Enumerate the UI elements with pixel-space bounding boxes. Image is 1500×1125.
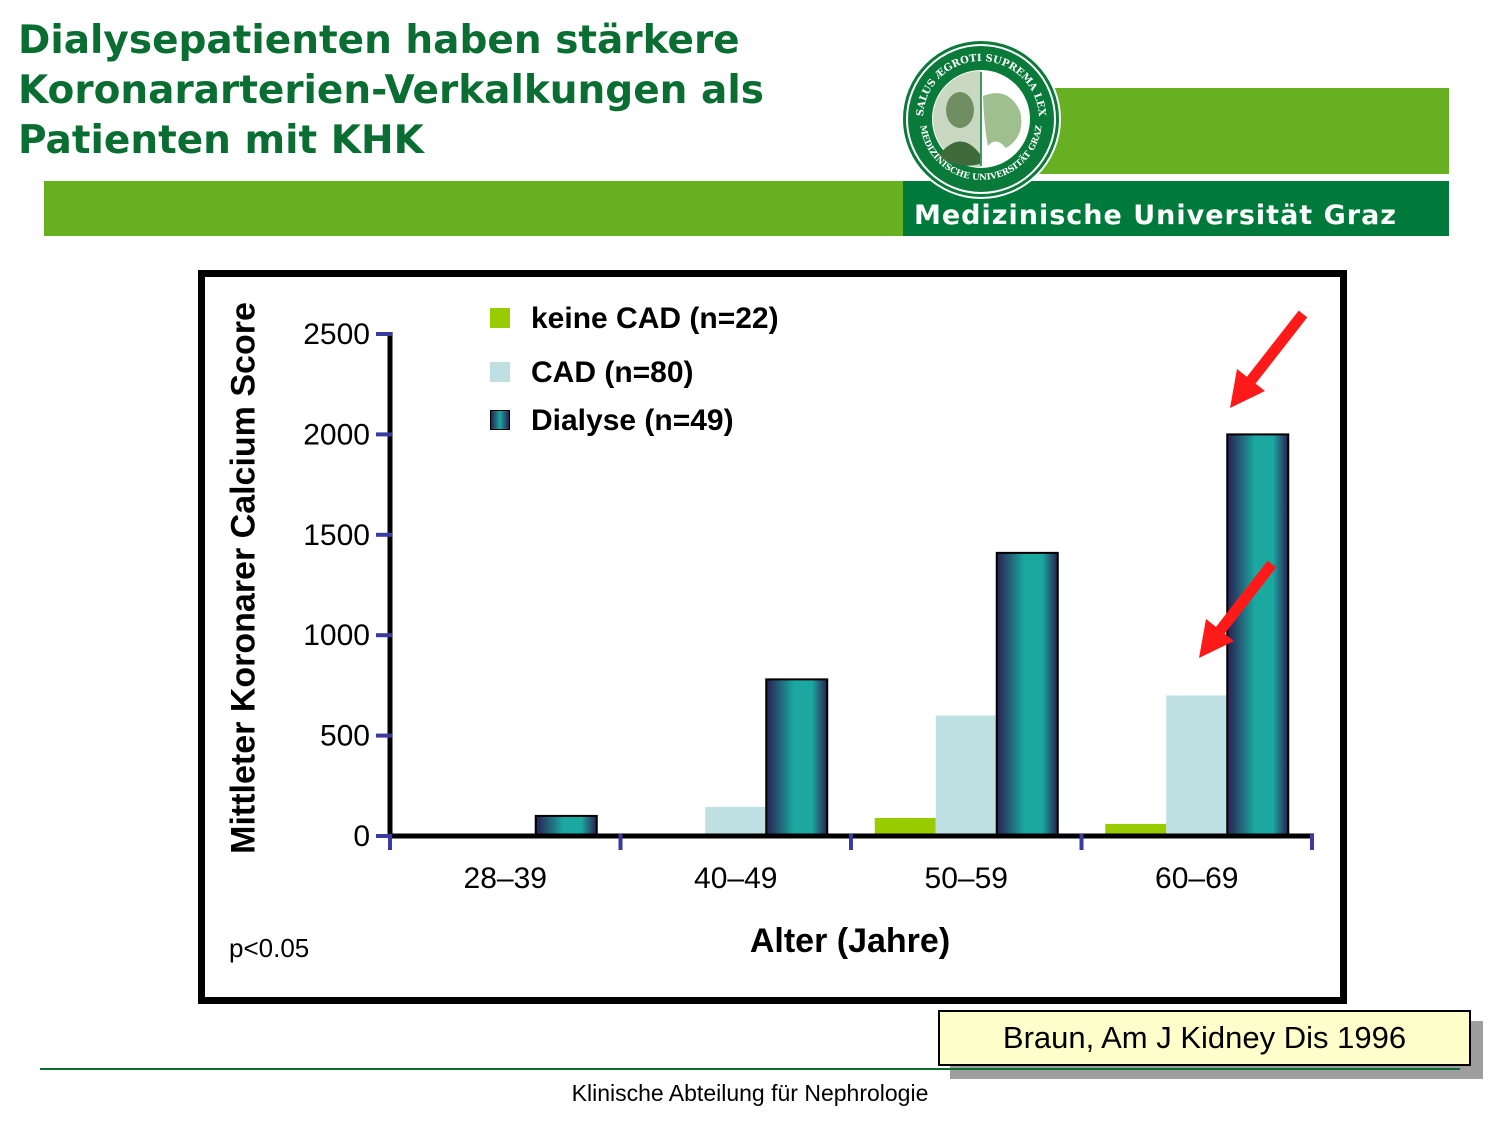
y-tick-label: 2000 [303, 418, 370, 451]
y-tick-label: 0 [353, 820, 370, 853]
bar-dialyse-1 [765, 678, 829, 837]
bar-dialyse-2 [995, 551, 1059, 837]
university-name: Medizinische Universität Graz [914, 200, 1398, 231]
bar-cad-1 [705, 806, 767, 836]
bars-group [534, 433, 1290, 837]
bar-chart: 0 500 1000 1500 2000 2500 28–39 40–49 50–59 60–6… [303, 310, 1314, 895]
arrow-dialyse-60-69 [1230, 310, 1308, 408]
bar-keine-cad-3 [1105, 823, 1167, 836]
x-tick-label: 40–49 [694, 862, 777, 895]
legend-label-keine-cad: keine CAD (n=22) [531, 302, 779, 335]
footer-divider [40, 1068, 1460, 1070]
legend-label-dialyse: Dialyse (n=49) [531, 404, 734, 437]
slide-title: Dialysepatienten haben stärkere Koronara… [18, 16, 878, 166]
title-line-1: Dialysepatienten haben stärkere [18, 18, 740, 63]
bar-cad-3 [1166, 695, 1228, 836]
footer-text: Klinische Abteilung für Nephrologie [571, 1080, 929, 1106]
bar-dialyse-0 [534, 814, 598, 837]
legend-swatch-keine-cad [490, 308, 510, 328]
reference-text: Braun, Am J Kidney Dis 1996 [1002, 1020, 1407, 1055]
x-axis-label: Alter (Jahre) [749, 922, 951, 960]
bar-cad-2 [935, 715, 997, 836]
reference-box: Braun, Am J Kidney Dis 1996 [938, 1010, 1471, 1066]
legend-label-cad: CAD (n=80) [531, 356, 694, 389]
bar-keine-cad-2 [874, 817, 936, 836]
bar-dialyse-3 [1226, 433, 1290, 837]
p-value-annotation: p<0.05 [229, 933, 310, 963]
arrow-cad-60-69 [1199, 560, 1277, 658]
legend-swatch-cad [490, 362, 510, 382]
x-tick-label: 60–69 [1155, 862, 1238, 895]
y-tick-label: 1500 [303, 519, 370, 552]
x-ticks-group: 28–39 40–49 50–59 60–69 [388, 834, 1314, 895]
x-tick-label: 28–39 [464, 862, 547, 895]
legend-swatch-dialyse [490, 410, 510, 430]
header-band-light [1020, 88, 1449, 174]
title-line-3: Patienten mit KHK [18, 118, 424, 163]
x-tick-label: 50–59 [925, 862, 1008, 895]
title-line-2: Koronararterien-Verkalkungen als [18, 68, 764, 113]
university-seal-logo: SALUS ÆGROTI SUPREMA LEX MEDIZINISCHE UN… [901, 39, 1061, 199]
y-tick-label: 2500 [303, 318, 370, 351]
y-tick-label: 1000 [303, 619, 370, 652]
y-ticks-group: 0 500 1000 1500 2000 2500 [303, 318, 392, 853]
y-tick-label: 500 [320, 720, 370, 753]
y-axis-label: Mittleter Koronarer Calcium Score [224, 302, 263, 854]
